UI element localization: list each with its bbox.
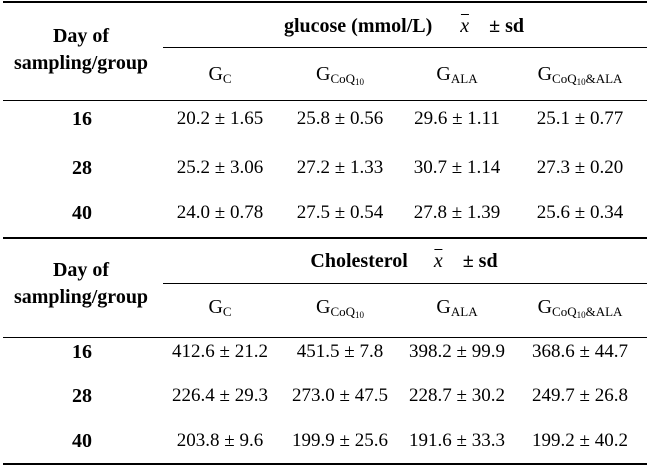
group-header-gala: GALA	[436, 296, 478, 319]
value-cell: 398.2 ± 99.9	[409, 341, 505, 362]
value-cell: 29.6 ± 1.11	[414, 108, 500, 129]
value-cell: 228.7 ± 30.2	[409, 385, 505, 406]
value-cell: 25.1 ± 0.77	[536, 108, 624, 129]
section-divider-rule	[3, 237, 647, 239]
value-cell: 191.6 ± 33.3	[409, 430, 505, 451]
glucose-title-rule	[163, 47, 647, 48]
group-header-gcoq10: GCoQ10	[315, 63, 365, 87]
value-cell: 25.8 ± 0.56	[296, 108, 384, 129]
value-cell: 24.0 ± 0.78	[176, 202, 264, 223]
value-cell: 368.6 ± 44.7	[532, 341, 628, 362]
row-header: Day of sampling/group	[2, 23, 160, 77]
row-header: Day of sampling/group	[2, 257, 160, 311]
day-cell: 28	[72, 385, 92, 407]
day-cell: 28	[72, 157, 92, 179]
value-cell: 27.8 ± 1.39	[413, 202, 501, 223]
row-header-line-1: Day of	[52, 259, 110, 281]
group-header-gcoq10-ala: GCoQ10&ALA	[537, 63, 623, 87]
value-cell: 30.7 ± 1.14	[413, 157, 501, 178]
day-cell: 16	[72, 108, 92, 130]
value-cell: 199.2 ± 40.2	[532, 430, 628, 451]
value-cell: 20.2 ± 1.65	[176, 108, 264, 129]
row-header-line-1: Day of	[52, 25, 110, 47]
value-cell: 199.9 ± 25.6	[292, 430, 388, 451]
value-cell: 451.5 ± 7.8	[296, 341, 384, 362]
group-header-gala: GALA	[436, 63, 478, 86]
group-header-gcoq10-ala: GCoQ10&ALA	[537, 296, 623, 320]
sd-label: ± sd	[462, 250, 498, 272]
day-cell: 40	[72, 430, 92, 452]
glucose-header-rule	[3, 100, 647, 101]
day-cell: 40	[72, 202, 92, 224]
value-cell: 226.4 ± 29.3	[172, 385, 268, 406]
table-title: Cholesterol x ± sd	[310, 249, 498, 272]
group-header-gc: GC	[208, 296, 232, 319]
title-text: glucose (mmol/L)	[283, 15, 433, 37]
value-cell: 273.0 ± 47.5	[292, 385, 388, 406]
row-header-line-2: sampling/group	[13, 52, 149, 74]
top-rule	[3, 1, 647, 3]
value-cell: 25.6 ± 0.34	[536, 202, 624, 223]
table-title: glucose (mmol/L) x ± sd	[283, 14, 525, 37]
group-header-gc: GC	[208, 63, 232, 86]
title-text: Cholesterol	[310, 250, 408, 272]
mean-symbol: x	[433, 249, 443, 272]
mean-symbol: x	[460, 14, 470, 37]
cholesterol-title-rule	[163, 283, 647, 284]
sd-label: ± sd	[489, 15, 525, 37]
cholesterol-header-rule	[3, 337, 647, 338]
value-cell: 25.2 ± 3.06	[176, 157, 264, 178]
value-cell: 412.6 ± 21.2	[172, 341, 268, 362]
value-cell: 27.5 ± 0.54	[296, 202, 384, 223]
bottom-rule	[3, 463, 647, 465]
row-header-line-2: sampling/group	[13, 286, 149, 308]
value-cell: 27.3 ± 0.20	[536, 157, 624, 178]
value-cell: 249.7 ± 26.8	[532, 385, 628, 406]
group-header-gcoq10: GCoQ10	[315, 296, 365, 320]
value-cell: 27.2 ± 1.33	[296, 157, 384, 178]
value-cell: 203.8 ± 9.6	[176, 430, 264, 451]
day-cell: 16	[72, 341, 92, 363]
